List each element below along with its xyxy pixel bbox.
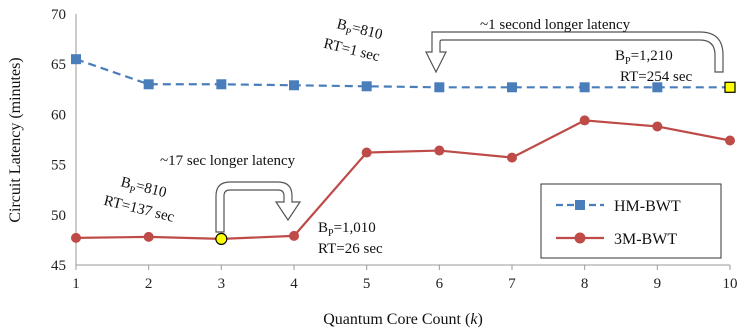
x-axis-title-var: k xyxy=(470,311,478,328)
series-line-hm-bwt xyxy=(75,58,730,89)
legend-item-3m-bwt: 3M-BWT xyxy=(556,231,677,248)
hm-right-rt: RT=254 sec xyxy=(620,69,692,85)
x-axis-title-close: ) xyxy=(477,311,482,328)
hm-left-bp-value: =810 xyxy=(350,20,384,43)
x-tick-label: 4 xyxy=(290,276,298,292)
hm-left-annotation: BP=810 RT=1 sec xyxy=(322,16,384,65)
x-tick-label: 2 xyxy=(145,276,153,292)
legend-box xyxy=(540,183,722,259)
x-tick-label: 9 xyxy=(654,276,662,292)
y-tick-label: 50 xyxy=(51,208,66,224)
svg-text:BP=810: BP=810 xyxy=(334,16,384,46)
x-axis-title: Quantum Core Count (k) xyxy=(323,311,483,328)
hm-left-bp-prefix: B xyxy=(335,16,349,34)
data-point-circle xyxy=(361,147,372,158)
data-point-square xyxy=(361,81,372,92)
hm-right-bp-sub: P xyxy=(625,56,631,67)
m3-left-annotation: BP=810 RT=137 sec xyxy=(102,174,176,226)
hm-arrow-label: ~1 second longer latency xyxy=(480,17,631,33)
x-tick-label: 1 xyxy=(72,276,80,292)
m3-right-bp-value: =1,010 xyxy=(334,220,376,236)
data-point-square xyxy=(289,80,299,91)
y-tick-label: 70 xyxy=(51,7,66,23)
m3-right-bp-sub: P xyxy=(328,228,334,239)
data-point-circle xyxy=(434,145,445,156)
data-point-circle xyxy=(143,231,154,242)
highlighted-point xyxy=(215,232,228,245)
data-point-square xyxy=(143,79,154,90)
hm-arrow-shape xyxy=(425,31,724,74)
svg-text:BP=1,210: BP=1,210 xyxy=(615,48,673,67)
m3-left-bp-sub: P xyxy=(128,185,136,197)
highlighted-point xyxy=(724,81,736,93)
m3-right-rt: RT=26 sec xyxy=(318,241,383,257)
x-tick-label: 10 xyxy=(723,276,738,292)
data-point-circle xyxy=(507,152,517,163)
legend-hm-marker xyxy=(575,200,585,210)
hm-latency-arrow xyxy=(425,31,724,74)
svg-text:BP=810: BP=810 xyxy=(118,174,168,204)
m3-left-bp-value: =810 xyxy=(134,178,168,201)
hm-right-bp-value: =1,210 xyxy=(631,48,673,64)
legend-hm-label: HM-BWT xyxy=(614,198,681,215)
hm-right-annotation: BP=1,210 RT=254 sec xyxy=(615,48,692,85)
hm-left-bp-sub: P xyxy=(344,27,352,39)
hm-right-bp-prefix: B xyxy=(615,48,625,64)
series-group xyxy=(71,54,736,245)
legend-3m-label: 3M-BWT xyxy=(614,231,677,248)
m3-left-rt: RT=137 sec xyxy=(102,193,176,226)
x-tick-label: 3 xyxy=(218,276,226,292)
x-axis-title-main: Quantum Core Count ( xyxy=(323,311,470,328)
x-tick-label: 7 xyxy=(508,276,516,292)
data-point-square xyxy=(71,54,81,65)
m3-left-bp-prefix: B xyxy=(119,174,133,192)
y-axis-title: Circuit Latency (minutes) xyxy=(7,57,24,222)
data-point-square xyxy=(216,79,227,90)
legend: HM-BWT 3M-BWT xyxy=(540,183,722,259)
m3-arrow-shape xyxy=(215,181,302,233)
legend-item-hm-bwt: HM-BWT xyxy=(556,198,681,215)
data-point-circle xyxy=(725,135,735,146)
y-tick-label: 65 xyxy=(51,57,66,73)
y-tick-label: 55 xyxy=(51,158,66,174)
m3-right-bp-prefix: B xyxy=(318,220,328,236)
data-point-circle xyxy=(652,121,663,132)
x-tick-marks xyxy=(75,265,731,270)
x-tick-label: 6 xyxy=(436,276,444,292)
data-point-square xyxy=(507,82,517,93)
m3-arrow-label: ~17 sec longer latency xyxy=(160,153,296,169)
m3-latency-arrow xyxy=(215,181,302,233)
svg-text:BP=1,010: BP=1,010 xyxy=(318,220,376,239)
data-point-square xyxy=(579,82,590,93)
m3-right-annotation: BP=1,010 RT=26 sec xyxy=(318,220,383,257)
y-tick-label: 60 xyxy=(51,107,66,123)
x-tick-label: 5 xyxy=(363,276,371,292)
series-line-3m-bwt xyxy=(75,119,731,240)
data-point-square xyxy=(652,82,663,93)
legend-3m-marker xyxy=(574,232,586,244)
data-point-circle xyxy=(579,115,590,126)
data-point-square xyxy=(434,82,445,93)
y-tick-label: 45 xyxy=(51,258,66,274)
data-point-circle xyxy=(71,232,81,243)
x-tick-label: 8 xyxy=(581,276,589,292)
data-point-circle xyxy=(289,230,299,241)
x-tick-labels: 1 2 3 4 5 6 7 8 9 10 xyxy=(72,276,737,292)
y-tick-labels: 45 50 55 60 65 70 xyxy=(51,7,66,274)
